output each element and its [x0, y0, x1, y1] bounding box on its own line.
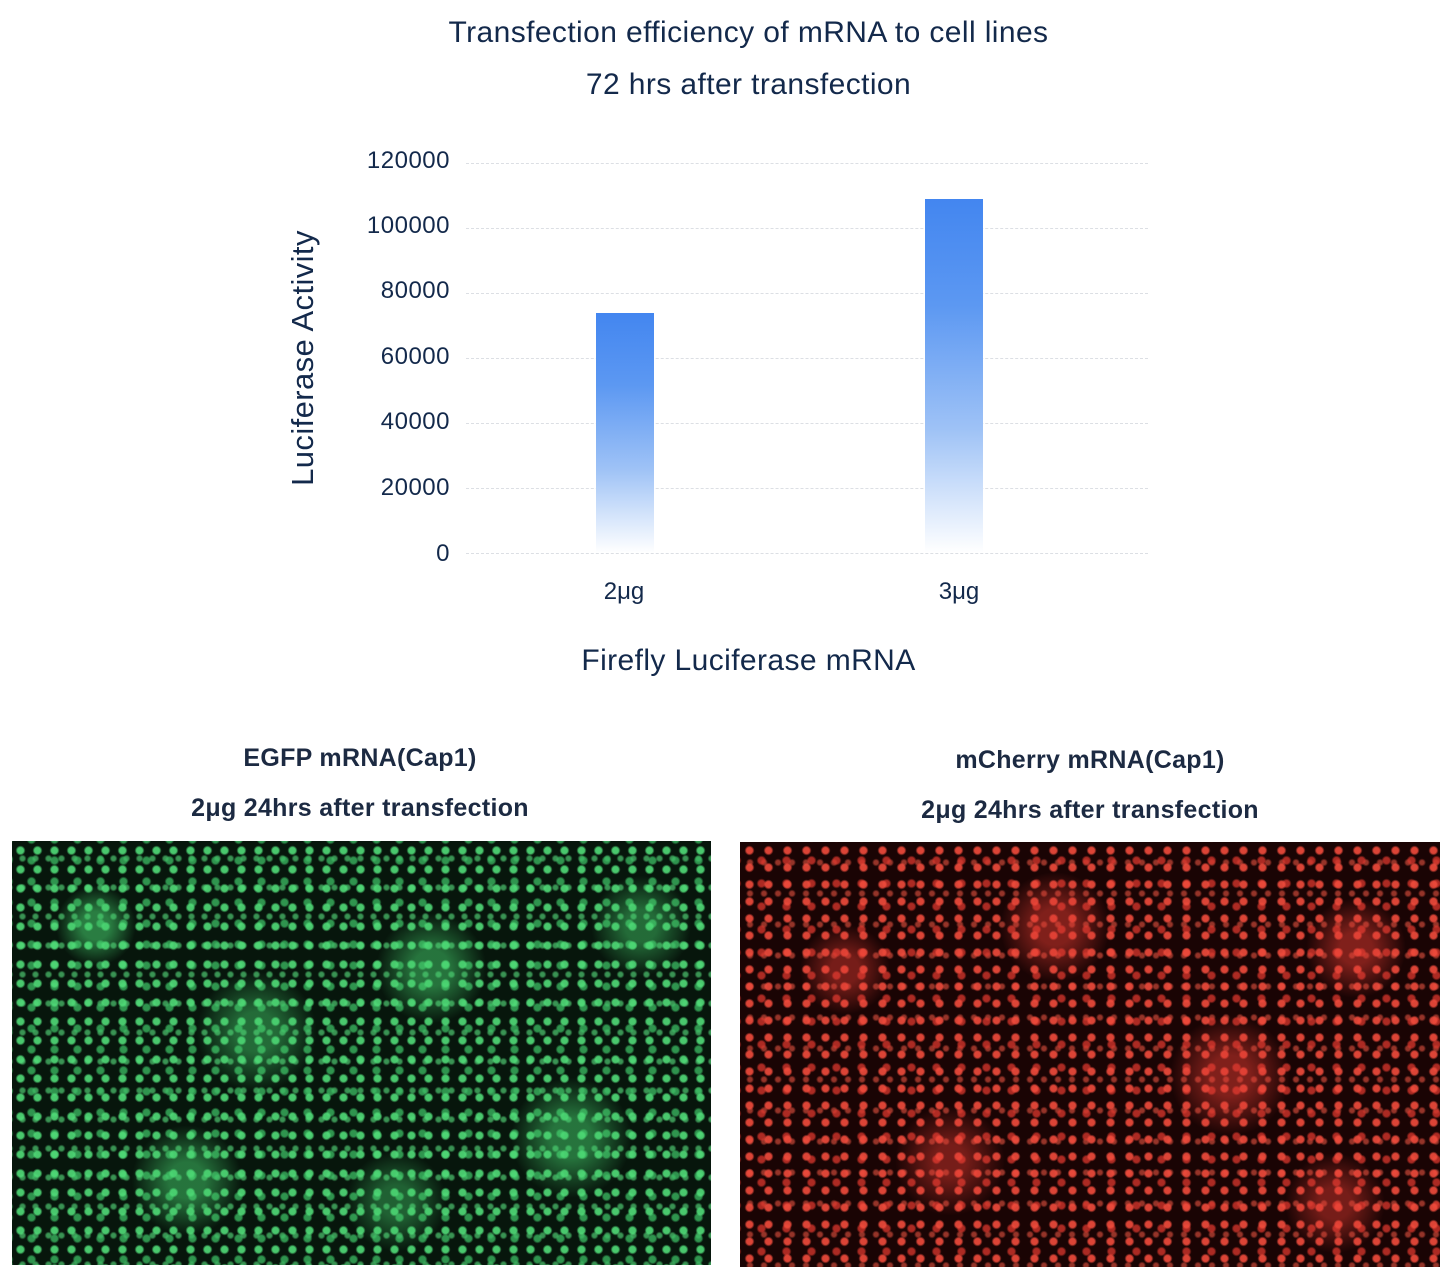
- y-axis-label: Luciferase Activity: [285, 230, 320, 486]
- y-tick: 40000: [380, 408, 450, 435]
- egfp-caption-title: EGFP mRNA(Cap1): [243, 744, 477, 772]
- bar-2μg: [596, 312, 654, 553]
- mcherry-fluorescence-image: [740, 842, 1440, 1267]
- chart-title: Transfection efficiency of mRNA to cell …: [448, 16, 1049, 49]
- gridline: [466, 423, 1148, 424]
- gridline: [466, 358, 1148, 359]
- gridline: [466, 293, 1148, 294]
- x-tick: 3μg: [938, 578, 980, 605]
- mcherry-caption-title: mCherry mRNA(Cap1): [955, 746, 1225, 774]
- x-axis-label: Firefly Luciferase mRNA: [581, 644, 916, 677]
- gridline: [466, 163, 1148, 164]
- y-tick: 60000: [380, 343, 450, 370]
- gridline: [466, 553, 1148, 554]
- egfp-fluorescence-image: [12, 841, 711, 1265]
- y-tick: 80000: [380, 277, 450, 304]
- egfp-caption-subtitle: 2μg 24hrs after transfection: [191, 794, 529, 822]
- mcherry-caption-subtitle: 2μg 24hrs after transfection: [921, 796, 1259, 824]
- y-tick: 120000: [366, 147, 450, 174]
- gridline: [466, 228, 1148, 229]
- x-tick: 2μg: [603, 578, 645, 605]
- gridline: [466, 488, 1148, 489]
- y-tick: 20000: [380, 474, 450, 501]
- bar-3μg: [925, 198, 983, 553]
- chart-subtitle: 72 hrs after transfection: [585, 68, 912, 101]
- y-tick: 100000: [366, 212, 450, 239]
- y-tick: 0: [436, 540, 450, 567]
